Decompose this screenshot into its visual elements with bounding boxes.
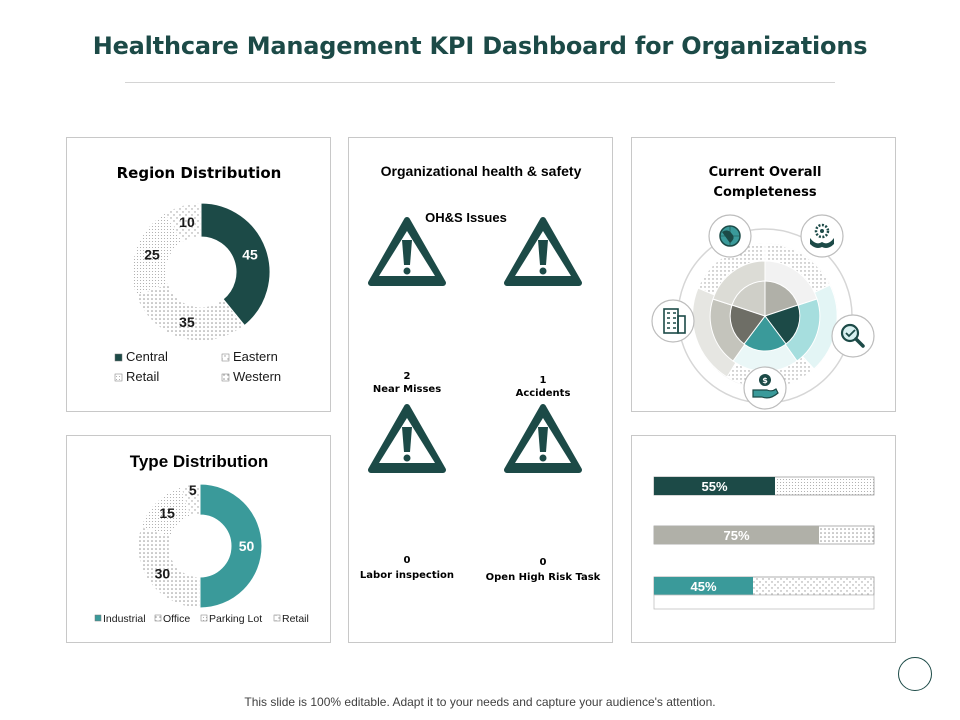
title-divider [125, 82, 835, 83]
type-distribution-chart: Type Distribution 50 30 15 5 Industrial Offic… [94, 452, 309, 625]
progress-bars-chart: 55% 75% 45% [653, 476, 875, 610]
completeness-graphic: Current Overall Completeness [651, 165, 875, 410]
slice-value-label: 35 [179, 314, 195, 330]
legend-swatch [94, 614, 102, 622]
ohs-item-value: 1 [540, 375, 547, 386]
building-icon [651, 299, 695, 343]
legend-label: Central [126, 349, 168, 364]
legend-label: Industrial [103, 613, 146, 625]
ohs-item-label: Open High Risk Task [486, 572, 601, 583]
donut-slice [135, 283, 246, 342]
legend-label: Retail [282, 613, 309, 625]
legend-swatch [273, 614, 281, 622]
hands-gear-icon [800, 214, 844, 258]
ohs-graphic: Organizational health & safety OH&S Issu… [360, 163, 601, 583]
legend-label: Eastern [233, 349, 278, 364]
legend-label: Western [233, 369, 281, 384]
footer-note: This slide is 100% editable. Adapt it to… [244, 695, 716, 709]
magnifier-check-icon [831, 314, 875, 358]
slice-value-label: 45 [242, 247, 258, 263]
completeness-title-line1: Current Overall [709, 165, 822, 180]
progress-fill [654, 526, 819, 544]
slice-value-label: 5 [189, 482, 197, 498]
ohs-title: Organizational health & safety [381, 163, 582, 179]
money-hand-icon: $ [743, 366, 787, 410]
legend-swatch [221, 373, 230, 382]
type-distribution-panel: Type Distribution 50 30 15 5 Industrial Offic… [66, 435, 331, 643]
legend-swatch [114, 373, 123, 382]
ohs-item-value: 2 [404, 371, 411, 382]
donut-slice [200, 202, 271, 327]
progress-label: 75% [723, 528, 749, 543]
slice-value-label: 15 [159, 505, 175, 521]
ohs-item-value: 0 [540, 557, 547, 568]
radial-segments [692, 243, 838, 389]
region-distribution-panel: Region Distribution 45 35 25 10 Central Easte… [66, 137, 331, 412]
slice-value-label: 25 [144, 247, 160, 263]
warning-triangle-icon [504, 217, 582, 286]
legend-swatch [114, 353, 123, 362]
donut-slice [199, 483, 263, 609]
slice-value-label: 50 [239, 538, 255, 554]
warning-triangle-icon [504, 404, 582, 473]
slice-value-label: 30 [155, 565, 171, 581]
ohs-item-label: Labor inspection [360, 570, 454, 581]
ohs-item-label: Near Misses [373, 384, 441, 395]
warning-triangle-icon [368, 217, 446, 286]
ohs-item-value: 0 [404, 555, 411, 566]
progress-extra-row [653, 594, 875, 610]
donut-slice [137, 526, 201, 609]
legend-swatch [200, 614, 208, 622]
legend-label: Retail [126, 369, 159, 384]
completeness-panel: Current Overall Completeness [631, 137, 896, 412]
legend-label: Parking Lot [209, 613, 262, 625]
slice-value-label: 10 [179, 214, 195, 230]
progress-fill [654, 577, 753, 595]
donut-slice [164, 202, 202, 243]
legend-swatch [221, 353, 230, 362]
ohs-subtitle: OH&S Issues [425, 210, 507, 225]
progress-label: 45% [690, 579, 716, 594]
region-chart-title: Region Distribution [117, 164, 282, 182]
region-distribution-chart: Region Distribution 45 35 25 10 Central Easte… [114, 164, 282, 384]
svg-text:$: $ [762, 376, 768, 385]
ohs-item-label: Accidents [516, 388, 571, 399]
legend-swatch [154, 614, 162, 622]
ohs-panel: Organizational health & safety OH&S Issu… [348, 137, 613, 643]
legend-label: Office [163, 613, 190, 625]
nav-circle-button[interactable] [898, 657, 932, 691]
progress-label: 55% [701, 479, 727, 494]
completeness-title-line2: Completeness [713, 185, 816, 200]
warning-triangle-icon [368, 404, 446, 473]
progress-bars-panel: 55% 75% 45% [631, 435, 896, 643]
progress-fill [654, 477, 775, 495]
donut-slice [180, 483, 201, 518]
page-title: Healthcare Management KPI Dashboard for … [92, 32, 868, 60]
type-chart-title: Type Distribution [130, 452, 269, 471]
globe-icon [708, 214, 752, 258]
